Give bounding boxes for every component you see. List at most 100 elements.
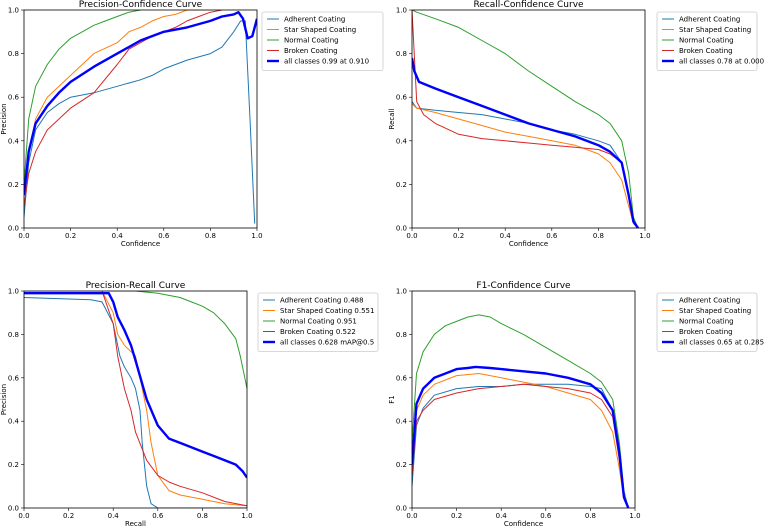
- y-tick-label: 0.2: [396, 181, 407, 189]
- legend-label: Normal Coating: [679, 37, 734, 45]
- series-line-3: [24, 291, 247, 389]
- x-tick-label: 0.2: [63, 512, 74, 520]
- x-axis-label: Recall: [125, 520, 146, 527]
- x-axis-label: Confidence: [504, 520, 543, 527]
- chart-title: Recall-Confidence Curve: [473, 0, 584, 10]
- y-tick-label: 1.0: [396, 7, 407, 15]
- x-tick-label: 0.2: [65, 232, 76, 240]
- plot-frame: [411, 290, 636, 509]
- legend-label: Adherent Coating: [284, 16, 345, 24]
- legend-label: Normal Coating 0.951: [280, 318, 357, 326]
- legend-label: Star Shaped Coating: [284, 26, 356, 34]
- x-tick-label: 0.2: [453, 232, 464, 240]
- legend-label: Broken Coating: [284, 47, 338, 55]
- series-group: [412, 314, 630, 508]
- series-line-3: [412, 314, 629, 508]
- series-line-5: [412, 57, 639, 228]
- legend-box: [257, 292, 379, 352]
- x-tick-label: 0.8: [593, 232, 604, 240]
- x-tick-label: 0.4: [108, 512, 120, 520]
- x-tick-label: 0.6: [158, 232, 170, 240]
- series-group: [24, 10, 257, 224]
- chart-1: Precision-Confidence Curve Confidence Prec…: [0, 0, 384, 248]
- y-tick-label: 1.0: [8, 7, 19, 15]
- legend-label: Broken Coating: [679, 47, 733, 55]
- y-tick-label: 0.8: [396, 331, 407, 339]
- y-axis-label: Recall: [388, 109, 396, 130]
- plot-frame: [23, 290, 248, 509]
- series-group: [24, 291, 247, 508]
- x-tick-label: 0.4: [112, 232, 124, 240]
- series-line-2: [24, 10, 211, 196]
- chart-4: F1-Confidence Curve Confidence F1 0.0 0.2 0.4…: [388, 281, 764, 527]
- y-tick-label: 1.0: [8, 288, 19, 296]
- series-line-5: [24, 292, 247, 479]
- series-group: [412, 10, 639, 228]
- x-tick-label: 0.8: [197, 512, 208, 520]
- x-tick-label: 0.0: [18, 512, 29, 520]
- series-line-1: [24, 297, 247, 508]
- y-tick-label: 0.2: [396, 461, 407, 469]
- series-line-2: [412, 103, 639, 228]
- series-line-1: [412, 101, 639, 228]
- x-tick-label: 0.6: [540, 512, 552, 520]
- x-axis-label: Confidence: [121, 240, 160, 248]
- legend-label: Adherent Coating 0.488: [280, 297, 364, 305]
- x-tick-label: 1.0: [629, 512, 640, 520]
- legend-label: Broken Coating: [679, 328, 733, 336]
- chart-3: Precision-Recall Curve Recall Precision 0.0…: [0, 281, 379, 527]
- y-tick-label: 0.2: [8, 181, 19, 189]
- legend-box: [656, 11, 758, 71]
- x-tick-label: 1.0: [639, 232, 650, 240]
- x-tick-label: 0.0: [406, 232, 417, 240]
- x-tick-label: 0.4: [496, 512, 508, 520]
- chart-2: Recall-Confidence CurveConfidenceRecall0…: [388, 0, 764, 248]
- y-tick-label: 0.0: [396, 225, 407, 233]
- x-tick-label: 1.0: [241, 512, 252, 520]
- x-tick-label: 0.2: [451, 512, 462, 520]
- y-tick-label: 0.2: [8, 461, 19, 469]
- legend-label: Broken Coating 0.522: [280, 328, 356, 336]
- x-tick-label: 0.8: [585, 512, 596, 520]
- chart-title: F1-Confidence Curve: [476, 281, 571, 291]
- y-tick-label: 0.8: [396, 50, 407, 58]
- y-tick-label: 0.6: [8, 374, 20, 382]
- y-tick-label: 0.8: [8, 50, 19, 58]
- x-tick-label: 0.6: [152, 512, 164, 520]
- series-line-2: [24, 291, 247, 507]
- legend-label: all classes 0.78 at 0.000: [679, 58, 764, 66]
- x-tick-label: 0.8: [205, 232, 216, 240]
- x-tick-label: 0.0: [18, 232, 29, 240]
- x-tick-label: 0.0: [406, 512, 417, 520]
- legend-label: all classes 0.65 at 0.285: [679, 339, 764, 347]
- chart-title: Precision-Confidence Curve: [79, 0, 203, 10]
- series-line-5: [412, 365, 630, 508]
- legend-label: Star Shaped Coating: [679, 26, 751, 34]
- y-tick-label: 0.6: [8, 94, 20, 102]
- series-line-4: [24, 291, 247, 507]
- legend-box: [261, 11, 384, 71]
- plot-frame: [23, 9, 258, 229]
- legend-label: Normal Coating: [679, 318, 734, 326]
- x-tick-label: 0.6: [546, 232, 558, 240]
- series-line-1: [24, 20, 256, 224]
- legend-label: all classes 0.99 at 0.910: [284, 58, 369, 66]
- chart-title: Precision-Recall Curve: [86, 281, 186, 291]
- y-tick-label: 1.0: [396, 288, 407, 296]
- y-tick-label: 0.6: [396, 94, 408, 102]
- y-tick-label: 0.4: [8, 418, 20, 426]
- y-tick-label: 0.0: [396, 505, 407, 513]
- series-line-3: [24, 10, 141, 185]
- y-tick-label: 0.4: [396, 137, 408, 145]
- y-axis-label: Precision: [0, 384, 8, 415]
- legend-label: Normal Coating: [284, 37, 339, 45]
- series-line-4: [412, 383, 629, 508]
- y-tick-label: 0.4: [8, 137, 20, 145]
- x-tick-label: 0.4: [500, 232, 512, 240]
- series-line-3: [412, 10, 639, 228]
- series-line-4: [24, 10, 223, 207]
- legend-box: [656, 292, 758, 352]
- y-axis-label: Precision: [0, 103, 8, 134]
- y-tick-label: 0.0: [8, 225, 19, 233]
